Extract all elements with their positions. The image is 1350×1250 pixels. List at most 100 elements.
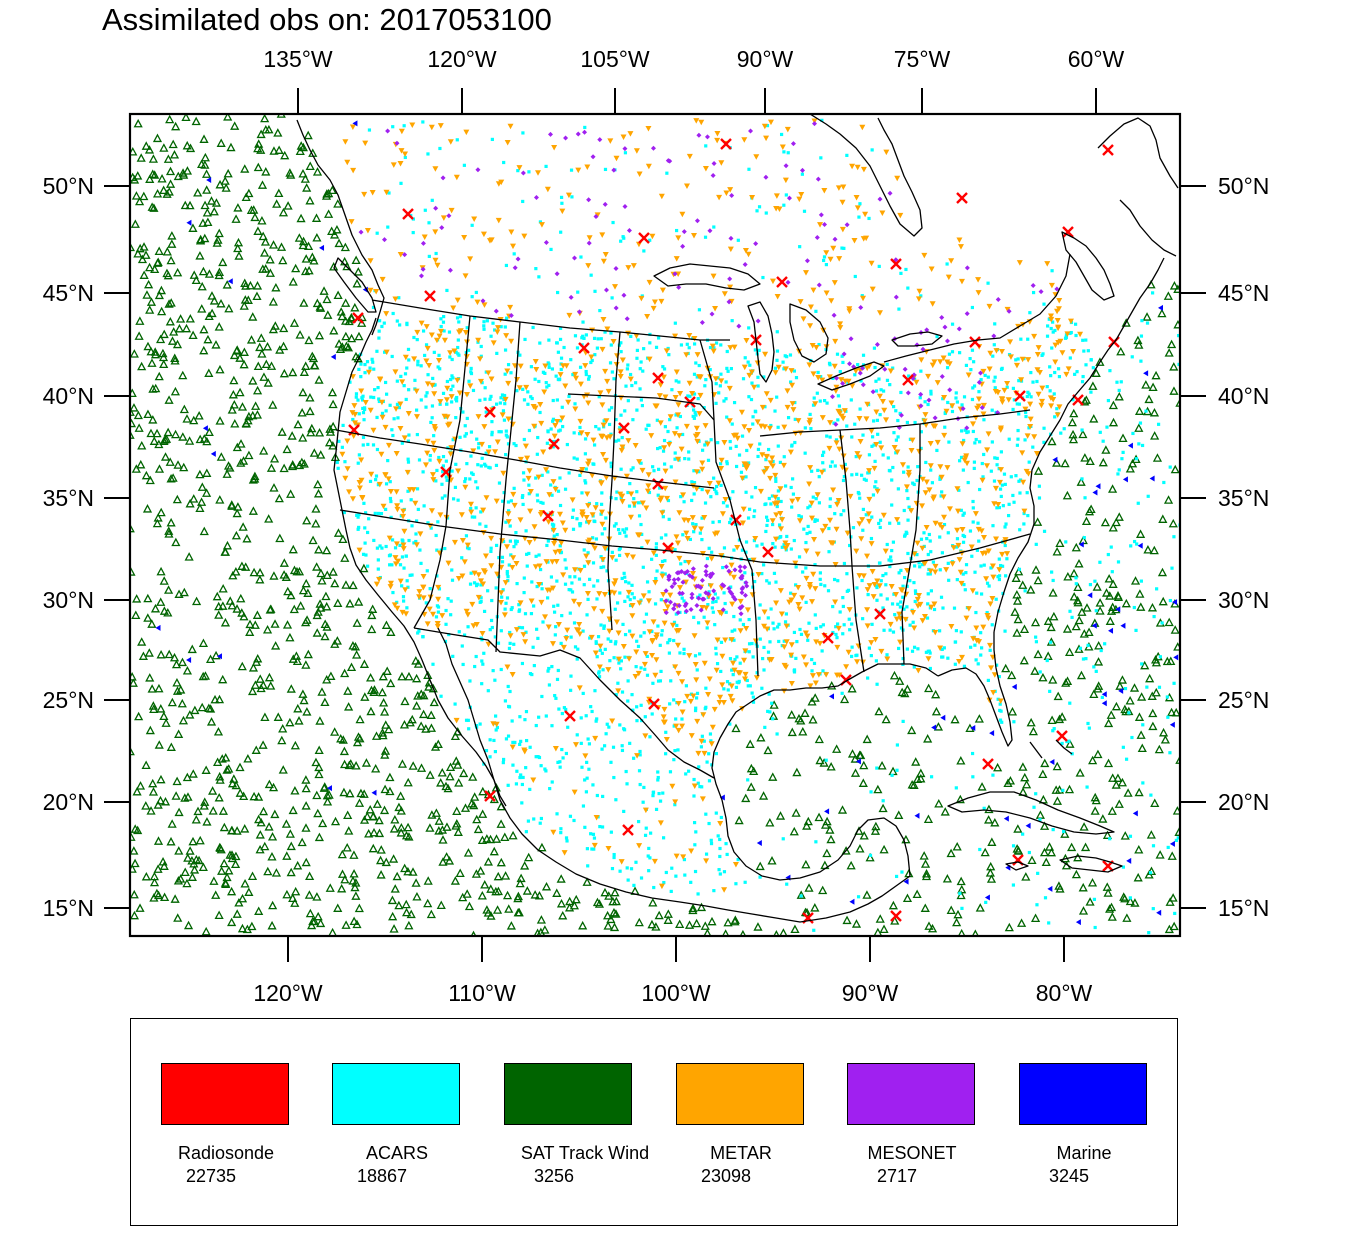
metar-marker (978, 528, 985, 534)
sat-track-wind-marker (166, 473, 176, 483)
acars-marker (607, 408, 612, 412)
acars-marker (438, 367, 442, 371)
sat-track-wind-marker (246, 335, 257, 344)
acars-marker (1012, 398, 1016, 402)
acars-marker (907, 505, 911, 509)
sat-track-wind-marker (182, 666, 193, 675)
metar-marker (611, 581, 618, 587)
acars-marker (474, 480, 478, 484)
acars-marker (1141, 781, 1145, 785)
acars-marker (624, 534, 628, 538)
sat-track-wind-marker (608, 896, 618, 906)
metar-marker (549, 559, 556, 565)
acars-marker (915, 478, 919, 483)
acars-marker (635, 356, 639, 360)
acars-marker (842, 246, 846, 250)
metar-marker (664, 495, 671, 502)
sat-track-wind-marker (354, 798, 365, 807)
metar-marker (406, 487, 413, 493)
acars-marker (750, 691, 754, 695)
acars-marker (873, 459, 877, 463)
metar-marker (444, 414, 451, 420)
sat-track-wind-marker (478, 786, 488, 796)
sat-track-wind-marker (240, 824, 250, 833)
acars-marker (693, 708, 698, 713)
acars-marker (825, 401, 829, 405)
acars-marker (711, 610, 715, 614)
sat-track-wind-marker (1155, 850, 1165, 859)
acars-marker (766, 518, 770, 523)
sat-track-wind-marker (746, 763, 756, 773)
acars-marker (582, 336, 586, 340)
sat-track-wind-marker (1012, 628, 1022, 637)
metar-marker (591, 606, 598, 612)
metar-marker (689, 391, 696, 397)
sat-track-wind-marker (172, 494, 182, 504)
metar-marker (644, 488, 651, 495)
acars-marker (1092, 665, 1096, 669)
sat-track-wind-marker (214, 694, 225, 704)
acars-marker (454, 416, 458, 420)
acars-marker (793, 417, 797, 421)
sat-track-wind-marker (1012, 590, 1022, 599)
sat-track-wind-marker (1152, 453, 1163, 462)
sat-track-wind-marker (224, 865, 234, 875)
metar-marker (937, 645, 944, 652)
acars-marker (735, 655, 739, 659)
acars-marker (813, 563, 817, 567)
acars-marker (676, 748, 680, 752)
acars-marker (430, 198, 434, 202)
acars-marker (813, 613, 817, 617)
acars-marker (904, 530, 908, 534)
acars-marker (504, 737, 509, 741)
sat-track-wind-marker (142, 290, 152, 299)
sat-track-wind-marker (215, 771, 225, 781)
sat-track-wind-marker (245, 619, 255, 629)
acars-marker (985, 610, 989, 615)
metar-marker (397, 578, 404, 585)
acars-marker (979, 653, 983, 657)
sat-track-wind-marker (211, 890, 221, 899)
sat-track-wind-marker (165, 457, 175, 466)
acars-marker (538, 341, 542, 345)
metar-marker (777, 486, 784, 492)
metar-marker (864, 623, 871, 629)
metar-marker (997, 698, 1004, 704)
metar-marker (563, 636, 570, 642)
metar-marker (677, 585, 684, 591)
acars-marker (626, 363, 630, 367)
acars-marker (582, 564, 587, 568)
acars-marker (585, 613, 589, 617)
acars-marker (1000, 564, 1005, 568)
sat-track-wind-marker (199, 801, 209, 810)
metar-marker (812, 680, 819, 687)
acars-marker (791, 477, 795, 481)
sat-track-wind-marker (301, 617, 311, 627)
sat-track-wind-marker (1121, 318, 1131, 327)
acars-marker (620, 690, 625, 694)
sat-track-wind-marker (287, 431, 297, 440)
acars-marker (512, 545, 516, 549)
sat-track-wind-marker (167, 239, 177, 248)
acars-marker (538, 220, 542, 224)
metar-marker (975, 403, 982, 410)
acars-marker (509, 607, 513, 612)
acars-marker (965, 430, 969, 435)
acars-marker (655, 418, 659, 422)
acars-marker (718, 854, 722, 859)
sat-track-wind-marker (971, 929, 979, 936)
sat-track-wind-marker (445, 762, 456, 771)
sat-track-wind-marker (218, 601, 228, 610)
acars-marker (505, 569, 509, 574)
sat-track-wind-marker (342, 261, 352, 271)
acars-marker (642, 620, 646, 624)
acars-marker (762, 645, 766, 650)
acars-marker (539, 500, 543, 505)
acars-marker (834, 632, 838, 637)
acars-marker (466, 625, 470, 629)
acars-marker (524, 529, 528, 533)
acars-marker (461, 410, 465, 414)
acars-marker (790, 505, 794, 509)
acars-marker (656, 775, 660, 780)
acars-marker (890, 503, 894, 507)
